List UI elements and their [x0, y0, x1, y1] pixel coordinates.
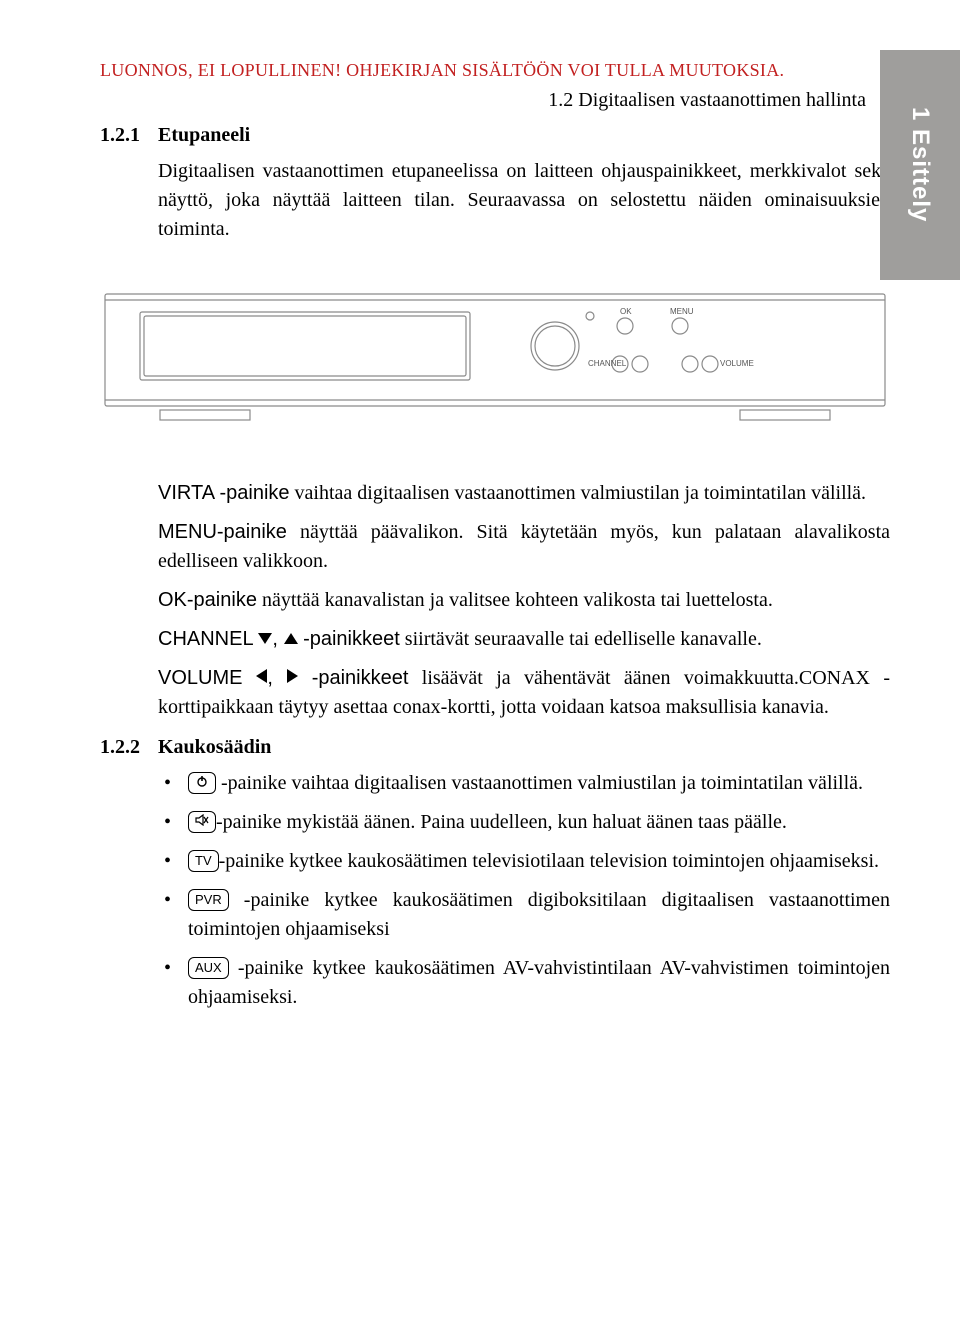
term-channel-b: -painikkeet [298, 628, 400, 650]
power-icon [188, 772, 216, 794]
bullet-mute: -painike mykistää äänen. Paina uudelleen… [188, 808, 890, 837]
subsection-number-122: 1.2.2 [100, 736, 158, 759]
subsection-title-122: Kaukosäädin [158, 736, 890, 759]
def-menu: MENU-painike näyttää päävalikon. Sitä kä… [158, 518, 890, 576]
triangle-right-icon [287, 669, 298, 683]
def-virta: VIRTA -painike vaihtaa digitaalisen vast… [158, 479, 890, 508]
diagram-label-menu: MENU [670, 307, 694, 316]
subsection-1-2-1: 1.2.1 Etupaneeli Digitaalisen vastaanott… [100, 124, 890, 252]
diagram-label-channel: CHANNEL [588, 359, 627, 368]
bullet-tv: TV-painike kytkee kaukosäätimen televisi… [188, 847, 890, 876]
triangle-left-icon [256, 669, 267, 683]
def-channel: CHANNEL , -painikkeet siirtävät seuraava… [158, 625, 890, 654]
subsection-1-2-2: 1.2.2 Kaukosäädin [100, 736, 890, 769]
term-ok: OK-painike [158, 589, 257, 611]
section-header: 1.2 Digitaalisen vastaanottimen hallinta… [100, 89, 890, 112]
text-ok: näyttää kanavalistan ja valitsee kohteen… [257, 589, 773, 611]
mute-icon [188, 811, 216, 833]
triangle-down-icon [258, 633, 272, 644]
chapter-tab: 1 Esittely [880, 50, 960, 280]
bullet-mute-text: -painike mykistää äänen. Paina uudelleen… [216, 811, 787, 833]
text-channel: siirtävät seuraavalle tai edelliselle ka… [400, 628, 762, 650]
text-virta: vaihtaa digitaalisen vastaanottimen valm… [290, 482, 867, 504]
def-ok: OK-painike näyttää kanavalistan ja valit… [158, 586, 890, 615]
intro-paragraph: Digitaalisen vastaanottimen etupaneeliss… [158, 157, 890, 244]
diagram-label-volume: VOLUME [720, 359, 754, 368]
bullet-power-text: -painike vaihtaa digitaalisen vastaanott… [216, 772, 863, 794]
bullet-power: -painike vaihtaa digitaalisen vastaanott… [188, 769, 890, 798]
subsection-title: Etupaneeli [158, 124, 890, 147]
bullet-aux-text: -painike kytkee kaukosäätimen AV-vahvist… [188, 957, 890, 1008]
term-menu: MENU-painike [158, 521, 287, 543]
section-label: 1.2 Digitaalisen vastaanottimen hallinta [548, 89, 866, 112]
tv-key-icon: TV [188, 850, 219, 872]
term-volume-b: -painikkeet [298, 667, 409, 689]
bullet-tv-text: -painike kytkee kaukosäätimen televisiot… [219, 850, 879, 872]
subsection-number: 1.2.1 [100, 124, 158, 147]
diagram-label-ok: OK [620, 307, 632, 316]
term-virta: VIRTA -painike [158, 482, 290, 504]
bullet-aux: AUX -painike kytkee kaukosäätimen AV-vah… [188, 954, 890, 1012]
term-volume-a: VOLUME [158, 667, 256, 689]
draft-notice: LUONNOS, EI LOPULLINEN! OHJEKIRJAN SISÄL… [100, 60, 890, 81]
term-channel-a: CHANNEL [158, 628, 258, 650]
front-panel-diagram: OK MENU CHANNEL VOLUME [100, 276, 890, 446]
bullet-pvr: PVR -painike kytkee kaukosäätimen digibo… [188, 886, 890, 944]
pvr-key-icon: PVR [188, 889, 229, 911]
aux-key-icon: AUX [188, 957, 229, 979]
bullet-pvr-text: -painike kytkee kaukosäätimen digiboksit… [188, 889, 890, 940]
triangle-up-icon [284, 633, 298, 644]
def-volume: VOLUME , -painikkeet lisäävät ja vähentä… [158, 664, 890, 722]
